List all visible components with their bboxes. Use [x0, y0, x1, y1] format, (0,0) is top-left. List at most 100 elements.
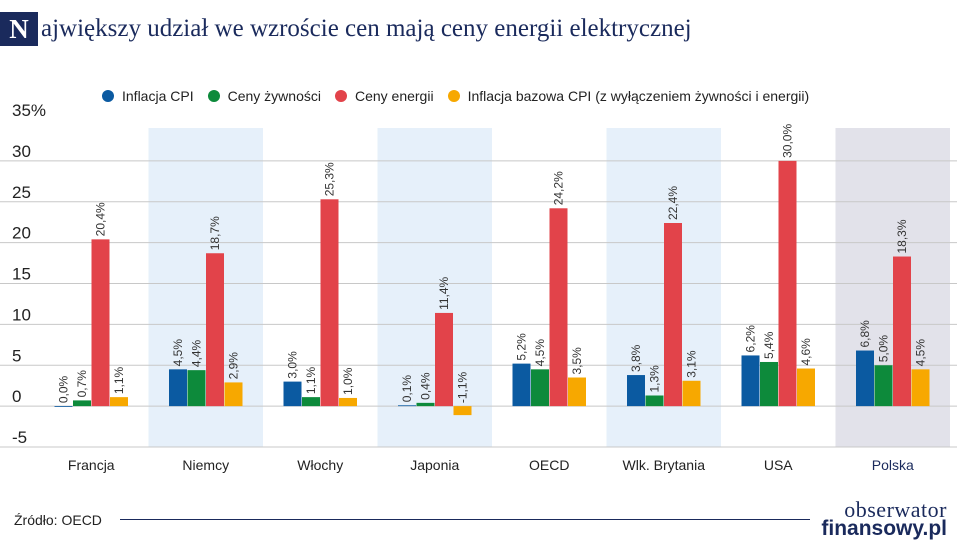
bar	[531, 369, 549, 407]
legend-swatch-food	[207, 90, 220, 102]
data-label: 1,1%	[304, 366, 318, 394]
y-tick-label: 35%	[12, 101, 46, 120]
title-initial-box: N	[0, 12, 38, 46]
data-label: 18,3%	[895, 219, 909, 253]
category-label: USA	[764, 457, 793, 473]
data-label: 1,0%	[341, 367, 355, 395]
y-tick-label: 25	[12, 183, 31, 202]
footer-divider	[120, 519, 810, 520]
bar	[911, 369, 930, 407]
data-label: 18,7%	[208, 216, 222, 250]
legend-item-cpi: Inflacja CPI	[102, 88, 194, 104]
bar	[339, 397, 357, 407]
data-label: 1,3%	[648, 365, 662, 393]
legend-swatch-energy	[334, 90, 347, 102]
data-label: 5,0%	[877, 335, 891, 363]
legend-label-energy: Ceny energii	[354, 88, 434, 104]
chart-title: N ajwiększy udział we wzroście cen mają …	[0, 12, 692, 46]
data-label: 4,5%	[171, 339, 185, 367]
bar	[682, 380, 701, 407]
bar	[549, 208, 568, 407]
legend: Inflacja CPI Ceny żywności Ceny energii …	[102, 88, 823, 104]
data-label: 3,0%	[286, 351, 300, 379]
legend-swatch-core	[447, 90, 460, 102]
data-label: 5,4%	[762, 331, 776, 359]
data-label: 2,9%	[227, 352, 241, 380]
source-note: Źródło: OECD	[14, 512, 102, 528]
bar	[874, 365, 893, 407]
data-label: -1,1%	[456, 371, 470, 403]
category-band	[835, 128, 950, 447]
y-tick-label: 20	[12, 224, 31, 243]
bar	[169, 369, 187, 407]
bar	[856, 350, 874, 407]
category-label: OECD	[529, 457, 569, 473]
bar	[568, 377, 586, 407]
bar	[627, 375, 645, 407]
data-label: 0,4%	[419, 372, 433, 400]
bar	[416, 402, 435, 407]
data-label: 3,8%	[629, 344, 643, 372]
legend-label-cpi: Inflacja CPI	[122, 88, 194, 104]
data-label: 5,2%	[515, 333, 529, 361]
y-tick-label: 15	[12, 265, 31, 284]
legend-item-core: Inflacja bazowa CPI (z wyłączeniem żywno…	[447, 88, 810, 104]
brand-line-2: finansowy.pl	[821, 517, 947, 540]
bar	[741, 355, 760, 407]
bar	[512, 363, 531, 407]
title-text: ajwiększy udział we wzroście cen mają ce…	[41, 15, 692, 42]
category-label: Włochy	[297, 457, 343, 473]
data-label: 22,4%	[666, 186, 680, 220]
data-label: 25,3%	[323, 162, 337, 196]
bar	[645, 395, 664, 407]
data-label: 0,0%	[57, 375, 71, 403]
data-label: 4,6%	[799, 338, 813, 366]
bar	[54, 406, 73, 407]
title-initial: N	[9, 13, 29, 44]
category-band	[606, 128, 721, 447]
category-label: Polska	[872, 457, 914, 473]
brand-logo: obserwator finansowy.pl	[821, 497, 947, 540]
legend-label-core: Inflacja bazowa CPI (z wyłączeniem żywno…	[467, 88, 810, 104]
category-label: Niemcy	[182, 457, 229, 473]
bar	[893, 256, 911, 407]
data-label: 1,1%	[112, 366, 126, 394]
legend-label-food: Ceny żywności	[227, 88, 321, 104]
data-label: 4,5%	[914, 339, 928, 367]
bar	[398, 405, 416, 407]
bar	[187, 370, 206, 407]
bar	[760, 361, 778, 407]
bar	[283, 381, 302, 407]
data-label: 6,8%	[858, 320, 872, 348]
data-label: 4,5%	[533, 339, 547, 367]
bar	[302, 397, 320, 407]
data-label: 3,5%	[570, 347, 584, 375]
bar	[224, 382, 243, 407]
category-band	[148, 128, 263, 447]
y-tick-label: 5	[12, 346, 21, 365]
y-tick-label: 30	[12, 142, 31, 161]
bar	[73, 400, 91, 407]
data-label: 0,7%	[75, 370, 89, 398]
category-label: Wlk. Brytania	[623, 457, 706, 473]
bar	[320, 199, 339, 407]
bar	[206, 253, 224, 407]
data-label: 6,2%	[744, 325, 758, 353]
bar	[797, 368, 815, 407]
y-tick-label: 0	[12, 387, 21, 406]
data-label: 4,4%	[190, 339, 204, 367]
legend-item-energy: Ceny energii	[334, 88, 434, 104]
y-tick-label: 10	[12, 305, 31, 324]
data-label: 30,0%	[781, 124, 795, 158]
brand-line-1: obserwator	[844, 497, 947, 522]
category-label: Francja	[68, 457, 115, 473]
legend-swatch-cpi	[102, 90, 114, 102]
category-band	[377, 128, 492, 447]
data-label: 0,1%	[400, 375, 414, 403]
legend-item-food: Ceny żywności	[207, 88, 321, 104]
y-tick-label: -5	[12, 428, 27, 447]
bar	[110, 397, 128, 407]
bar	[664, 223, 682, 407]
data-label: 3,1%	[685, 350, 699, 378]
